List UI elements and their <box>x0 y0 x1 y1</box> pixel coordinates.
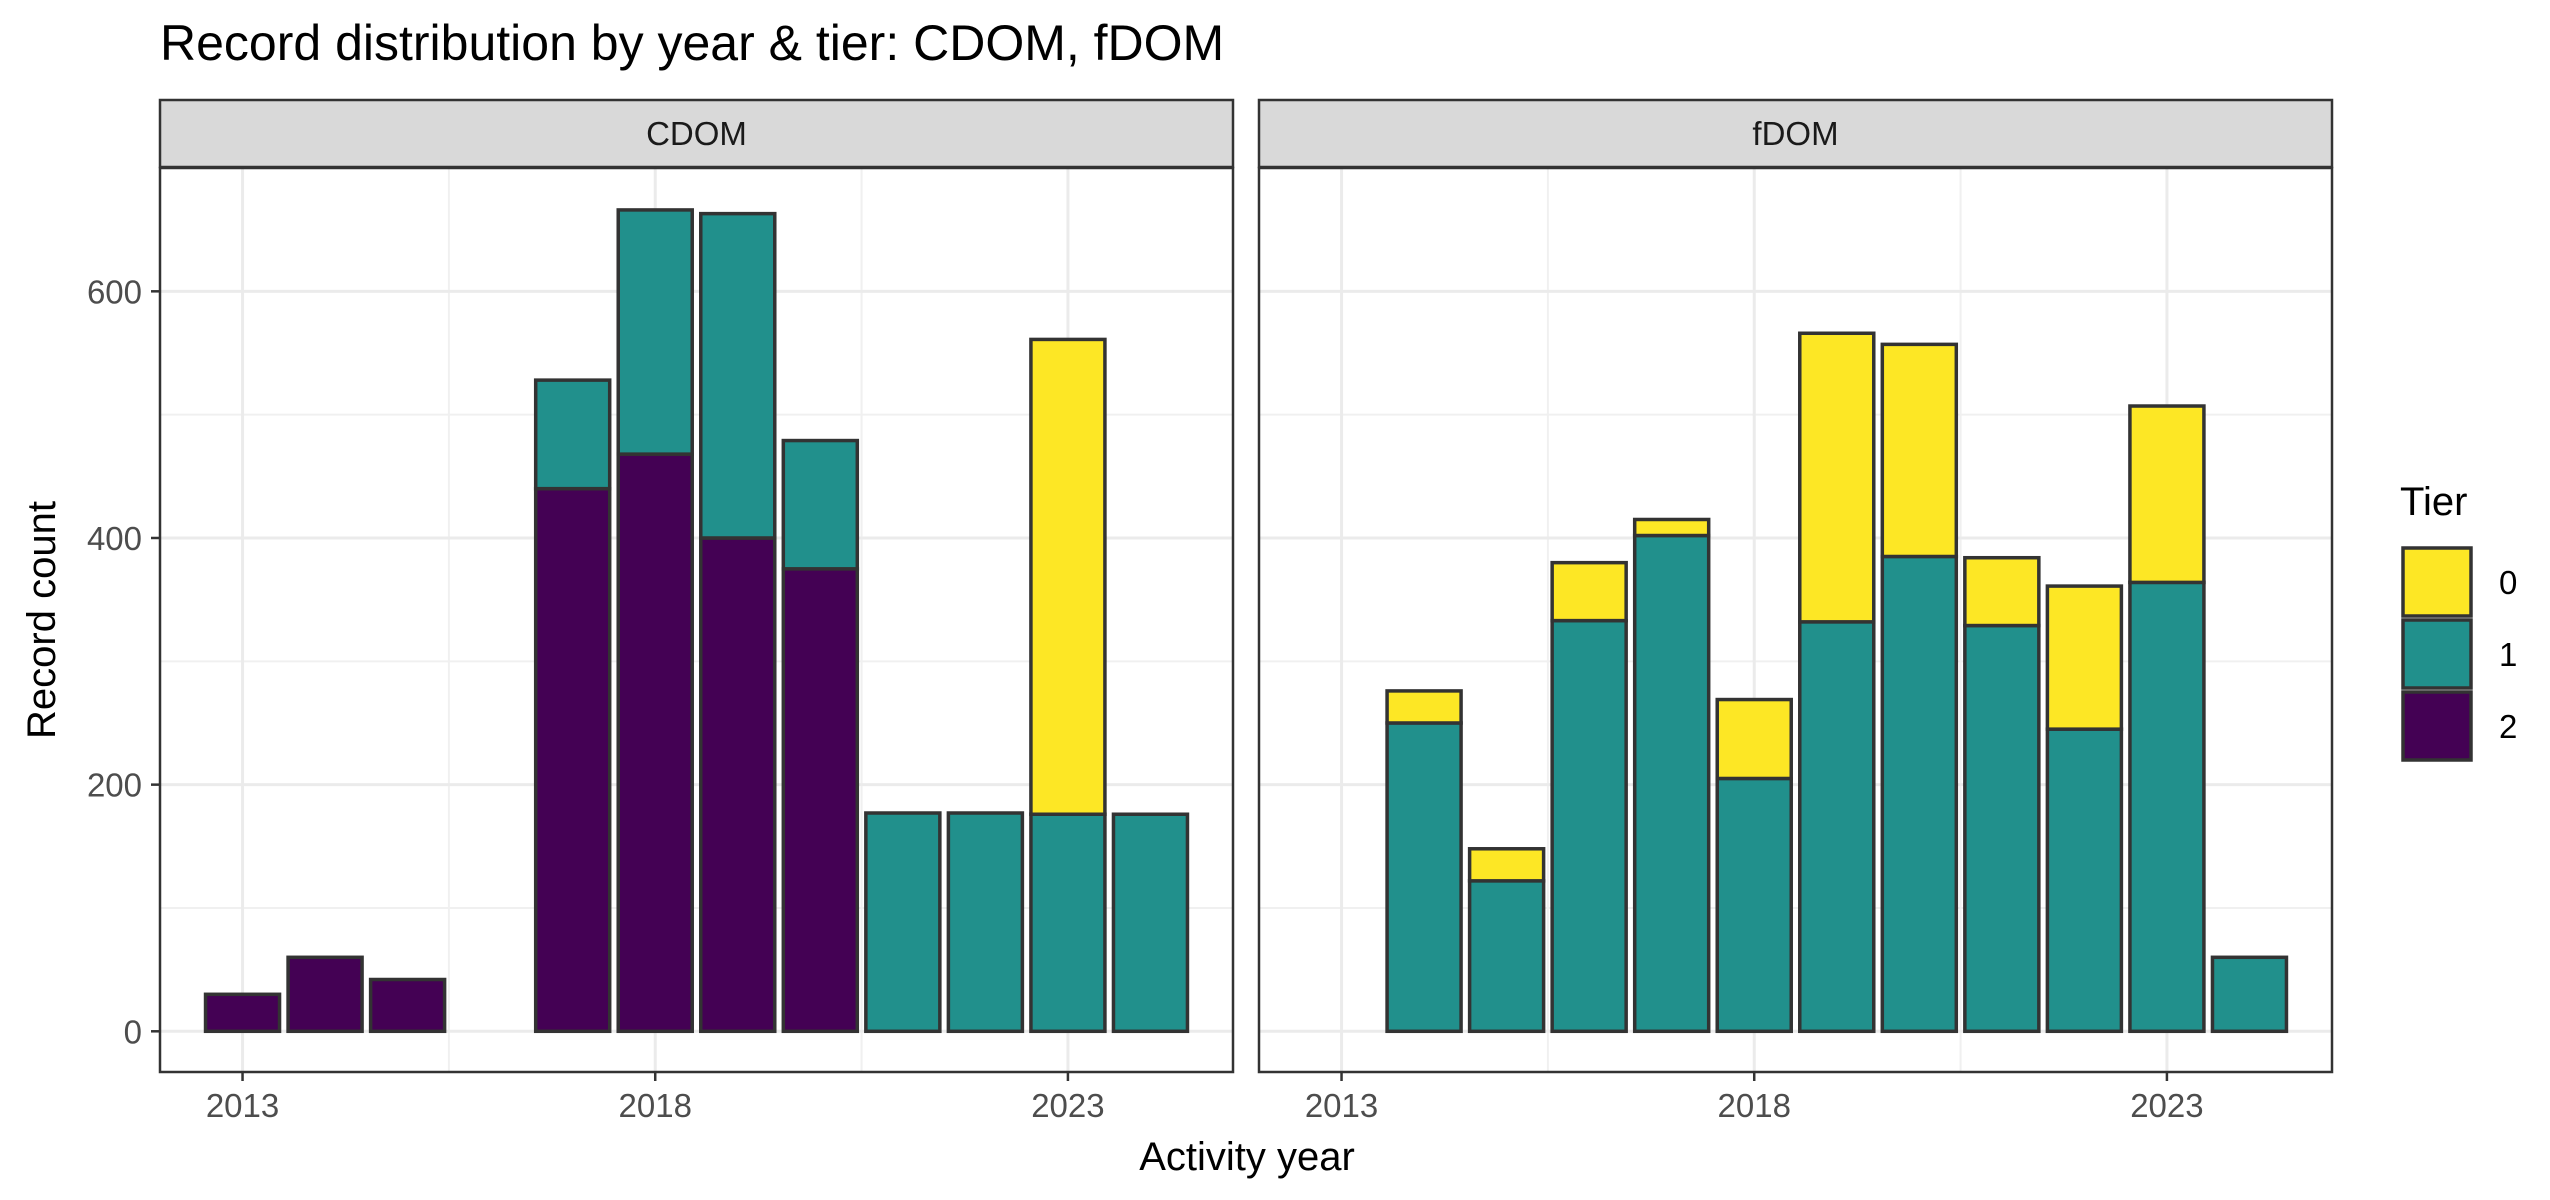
bar-cdom-2018-tier-2 <box>616 452 694 1034</box>
bar-cdom-2019-tier-2 <box>699 536 777 1034</box>
bar-fdom-2023-tier-0 <box>2128 404 2206 585</box>
legend-title: Tier <box>2400 480 2467 524</box>
x-tick-label: 2023 <box>2130 1087 2203 1124</box>
bar-cdom-2023-tier-0 <box>1029 337 1107 816</box>
legend-label-tier-1: 1 <box>2499 636 2517 673</box>
bar-fdom-2022-tier-1 <box>2045 727 2124 1034</box>
bar-cdom-2023-tier-1 <box>1029 812 1107 1034</box>
bar-cdom-2013-tier-2 <box>203 992 282 1034</box>
bar-fdom-2018-tier-1 <box>1715 776 1793 1034</box>
x-tick-label: 2023 <box>1031 1087 1104 1124</box>
x-tick-label: 2013 <box>1305 1087 1378 1124</box>
bar-cdom-2014-tier-2 <box>286 955 364 1034</box>
x-tick-label: 2013 <box>206 1087 279 1124</box>
bar-cdom-2018-tier-1 <box>616 208 694 456</box>
bar-fdom-2023-tier-1 <box>2128 580 2206 1034</box>
bar-fdom-2019-tier-1 <box>1798 620 1876 1034</box>
bar-fdom-2017-tier-0 <box>1632 517 1711 538</box>
legend-key-tier-2 <box>2401 690 2473 762</box>
bar-cdom-2024-tier-1 <box>1111 812 1190 1034</box>
panels: CDOM 2013 2018 2023 0 200 400 600 fDOM 2013 2018 20… <box>87 98 2334 1124</box>
legend-label-tier-2: 2 <box>2499 708 2517 745</box>
chart-title: Record distribution by year & tier: CDOM… <box>160 15 1224 71</box>
facet-strip-label: CDOM <box>646 115 747 152</box>
x-tick-label: 2018 <box>619 1087 692 1124</box>
bar-cdom-2019-tier-1 <box>699 211 777 540</box>
bar-fdom-2020-tier-0 <box>1880 342 1959 559</box>
bar-cdom-2021-tier-1 <box>864 811 942 1034</box>
bar-cdom-2017-tier-1 <box>533 378 612 491</box>
bar-cdom-2020-tier-2 <box>781 567 860 1034</box>
legend: Tier 0 1 2 <box>2400 480 2517 762</box>
bar-fdom-2018-tier-0 <box>1715 697 1793 781</box>
bar-fdom-2016-tier-1 <box>1550 618 1628 1034</box>
bar-fdom-2021-tier-1 <box>1963 623 2041 1034</box>
x-axis-title: Activity year <box>1139 1135 1355 1179</box>
bar-fdom-2017-tier-1 <box>1632 533 1711 1034</box>
panel-cdom: CDOM 2013 2018 2023 0 200 400 600 <box>87 98 1235 1124</box>
bar-fdom-2024-tier-1 <box>2210 955 2289 1034</box>
y-tick-label: 600 <box>87 273 142 310</box>
bar-cdom-2017-tier-2 <box>533 486 612 1034</box>
bar-fdom-2015-tier-0 <box>1467 847 1546 883</box>
facet-strip-label: fDOM <box>1752 115 1838 152</box>
y-tick-label: 0 <box>124 1013 142 1050</box>
y-tick-label: 200 <box>87 767 142 804</box>
bar-fdom-2014-tier-0 <box>1385 689 1463 725</box>
bar-fdom-2021-tier-0 <box>1963 555 2041 628</box>
x-tick-label: 2018 <box>1718 1087 1791 1124</box>
bar-cdom-2022-tier-1 <box>946 811 1025 1034</box>
facet-strip <box>158 98 1235 169</box>
facet-strip <box>1257 98 2334 169</box>
legend-key-tier-1 <box>2401 618 2473 690</box>
legend-label-tier-0: 0 <box>2499 564 2517 601</box>
bar-cdom-2020-tier-1 <box>781 438 860 571</box>
bar-fdom-2020-tier-1 <box>1880 554 1959 1034</box>
y-tick-label: 400 <box>87 520 142 557</box>
bar-fdom-2015-tier-1 <box>1467 879 1546 1034</box>
bar-fdom-2022-tier-0 <box>2045 584 2124 731</box>
y-axis-title: Record count <box>20 501 64 739</box>
panel-fdom: fDOM 2013 2018 2023 <box>1257 98 2334 1124</box>
bar-fdom-2014-tier-1 <box>1385 721 1463 1034</box>
bar-cdom-2015-tier-2 <box>368 977 447 1034</box>
legend-key-tier-0 <box>2401 546 2473 618</box>
bar-fdom-2016-tier-0 <box>1550 560 1628 623</box>
bar-fdom-2019-tier-0 <box>1798 331 1876 624</box>
